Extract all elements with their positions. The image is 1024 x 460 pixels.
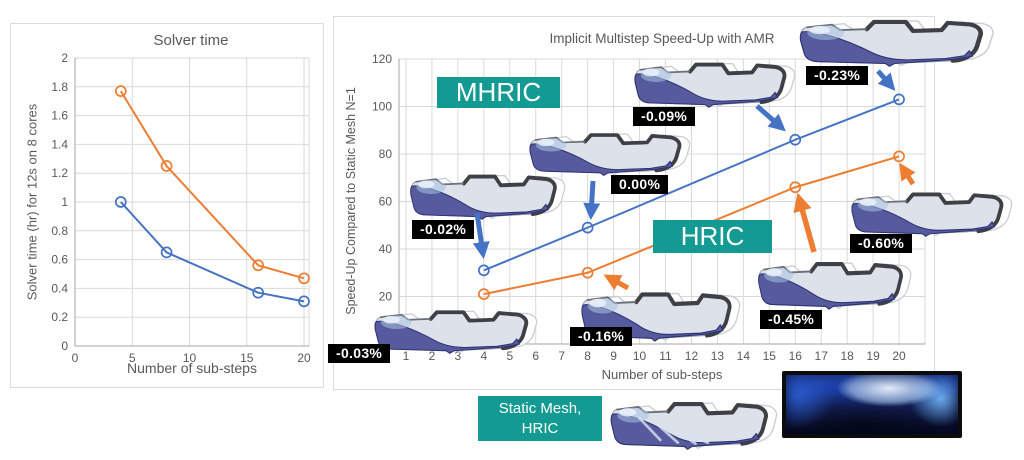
series-MHRIC <box>114 196 310 308</box>
svg-text:0: 0 <box>72 351 79 365</box>
svg-text:0.8: 0.8 <box>51 224 68 238</box>
svg-text:40: 40 <box>379 242 393 256</box>
svg-text:2: 2 <box>429 349 436 363</box>
solver-time-chart-panel: Solver time Solver time (hr) for 12s on … <box>10 23 324 388</box>
svg-text:1.4: 1.4 <box>51 137 68 151</box>
svg-text:100: 100 <box>372 100 392 114</box>
svg-text:12: 12 <box>685 349 699 363</box>
experiment-photo <box>782 371 962 438</box>
oil-pan-cfd-image-n4-hric <box>368 303 540 355</box>
svg-text:9: 9 <box>610 349 617 363</box>
oil-pan-cfd-image-static-mesh <box>604 394 780 451</box>
svg-text:13: 13 <box>711 349 725 363</box>
annotation-n16-mhric: -0.09% <box>633 107 696 126</box>
svg-text:5: 5 <box>506 349 513 363</box>
svg-text:18: 18 <box>840 349 854 363</box>
svg-text:19: 19 <box>866 349 880 363</box>
left-plot-content: 0 5 10 15 20 0 0.2 0.4 0.6 0.8 1 1.2 1.4 1.6 1.8 2 <box>51 51 311 365</box>
solver-time-x-axis-label: Number of sub-steps <box>127 360 257 376</box>
series-HRIC <box>114 85 310 285</box>
svg-text:1: 1 <box>403 349 410 363</box>
svg-text:11: 11 <box>659 349 672 363</box>
svg-text:10: 10 <box>633 349 647 363</box>
svg-text:2: 2 <box>61 51 68 65</box>
series-MHRIC <box>478 93 905 277</box>
annotation-n4-mhric: -0.02% <box>412 220 475 239</box>
svg-text:0.4: 0.4 <box>51 281 68 295</box>
svg-text:16: 16 <box>789 349 803 363</box>
svg-text:120: 120 <box>372 52 392 66</box>
speedup-y-axis-label: Speed-Up Compared to Static Mesh N=1 <box>344 87 358 315</box>
static-mesh-label-line1: Static Mesh, <box>498 399 582 417</box>
svg-text:60: 60 <box>379 195 393 209</box>
svg-text:0.6: 0.6 <box>51 253 68 267</box>
svg-text:15: 15 <box>763 349 777 363</box>
svg-text:4: 4 <box>481 349 488 363</box>
mhric-series-label: MHRIC <box>437 77 560 108</box>
oil-pan-cfd-image-n16-mhric <box>628 55 798 109</box>
svg-text:5: 5 <box>129 351 136 365</box>
annotation-n4-hric: -0.03% <box>328 344 391 363</box>
speedup-x-axis-label: Number of sub-steps <box>601 367 723 382</box>
svg-text:8: 8 <box>584 349 591 363</box>
oil-pan-cfd-image-n20-mhric <box>792 12 997 68</box>
solver-time-chart-title: Solver time <box>153 32 229 49</box>
svg-text:20: 20 <box>892 349 906 363</box>
oil-pan-cfd-image-n4-mhric <box>404 167 568 221</box>
svg-text:80: 80 <box>379 147 393 161</box>
annotation-n20-hric: -0.60% <box>850 234 913 253</box>
svg-text:7: 7 <box>558 349 565 363</box>
svg-text:14: 14 <box>737 349 751 363</box>
svg-text:1: 1 <box>61 195 68 209</box>
annotation-n8-hric: -0.16% <box>570 327 633 346</box>
svg-text:3: 3 <box>455 349 462 363</box>
svg-text:0.2: 0.2 <box>51 310 68 324</box>
svg-text:1.8: 1.8 <box>51 80 68 94</box>
annotation-n16-hric: -0.45% <box>760 310 823 329</box>
hric-series-label: HRIC <box>653 220 772 253</box>
svg-text:1.6: 1.6 <box>51 109 68 123</box>
solver-time-y-axis-label: Solver time (hr) for 12s on 8 cores <box>24 103 40 301</box>
annotation-n8-mhric: 0.00% <box>611 175 669 194</box>
svg-text:10: 10 <box>183 351 197 365</box>
svg-text:20: 20 <box>297 351 311 365</box>
svg-text:20: 20 <box>379 290 393 304</box>
svg-text:17: 17 <box>815 349 829 363</box>
annotation-n20-mhric: -0.23% <box>806 66 869 85</box>
svg-text:15: 15 <box>240 351 254 365</box>
oil-pan-cfd-image-n16-hric <box>752 254 914 311</box>
svg-text:0: 0 <box>61 339 68 353</box>
static-mesh-label-line2: HRIC <box>521 419 559 437</box>
solver-time-plot: 0 5 10 15 20 0 0.2 0.4 0.6 0.8 1 1.2 1.4 1.6 1.8 2 <box>51 51 311 365</box>
static-mesh-label: Static Mesh, HRIC <box>478 396 602 441</box>
speedup-chart-title: Implicit Multistep Speed-Up with AMR <box>549 31 775 46</box>
svg-text:1.2: 1.2 <box>51 166 68 180</box>
svg-text:6: 6 <box>532 349 539 363</box>
oil-pan-cfd-image-n20-hric <box>845 185 1015 238</box>
